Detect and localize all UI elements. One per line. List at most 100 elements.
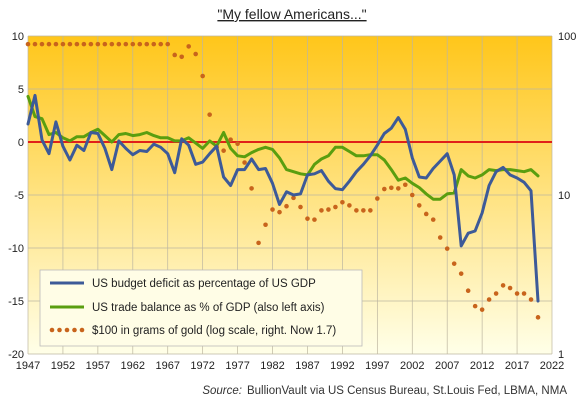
data-point-gold-grams [326,207,331,212]
x-tick-label: 1982 [260,360,284,372]
data-point-gold-grams [67,41,73,47]
data-point-gold-grams [444,246,450,251]
data-point-gold-grams [277,209,282,215]
data-point-gold-grams [305,216,310,221]
data-point-gold-grams [172,52,178,58]
data-point-gold-grams [465,288,471,294]
data-point-gold-grams [88,41,94,47]
data-point-gold-grams [228,137,233,142]
y-left-tick-label: -10 [8,243,24,255]
x-tick-label: 2007 [435,360,459,372]
data-point-gold-grams [486,297,492,302]
data-point-gold-grams [109,41,115,47]
data-point-gold-grams [130,41,136,47]
data-point-gold-grams [333,204,338,210]
data-point-gold-grams [102,41,108,47]
data-point-gold-grams [46,41,52,47]
series-layer [25,41,541,320]
x-tick-label: 1952 [51,360,75,372]
data-point-gold-grams [430,217,436,222]
legend-label-budget-deficit: US budget deficit as percentage of US GD… [92,278,316,290]
legend-dot [49,327,55,333]
data-point-gold-grams [354,208,359,213]
data-point-gold-grams [361,208,366,213]
legend-dot [64,327,70,333]
source-text: BullionVault via US Census Bureau, St.Lo… [247,385,567,397]
data-point-gold-grams [298,204,303,210]
data-point-gold-grams [53,41,59,47]
data-point-gold-grams [507,285,513,291]
x-tick-label: 2002 [400,360,424,372]
data-point-gold-grams [39,41,45,47]
y-axis-right: 100 10 1 [558,31,576,361]
y-left-tick-label: -5 [14,190,24,202]
data-point-gold-grams [312,217,317,222]
y-left-tick-label: 0 [18,137,24,149]
x-axis: 1947 1952 1957 1962 1967 1972 1977 1982 1987 1992… [16,360,564,372]
y-left-tick-label: -15 [8,296,24,308]
y-right-tick-label: 1 [558,349,564,361]
data-point-gold-grams [319,208,324,213]
data-point-gold-grams [81,41,87,47]
data-point-gold-grams [347,203,352,208]
data-point-gold-grams [514,291,520,296]
data-point-gold-grams [395,186,401,191]
data-point-gold-grams [200,73,205,79]
data-point-gold-grams [74,41,80,47]
y-left-tick-label: 10 [12,31,24,43]
x-tick-label: 1962 [121,360,145,372]
data-point-gold-grams [423,211,429,217]
data-point-gold-grams [535,315,541,320]
data-point-gold-grams [409,192,415,198]
series-budget-deficit [26,93,540,303]
legend-box [39,269,363,347]
data-point-gold-grams [528,297,534,302]
y-left-tick-label: -20 [8,349,24,361]
data-point-gold-grams [207,112,212,117]
legend-dot [57,327,62,333]
x-tick-label: 2017 [505,360,529,372]
data-point-gold-grams [291,195,296,201]
data-point-gold-grams [493,291,499,296]
data-point-gold-grams [165,41,171,47]
data-point-gold-grams [340,199,345,205]
data-point-gold-grams [256,240,261,246]
series-line-budget-deficit [26,93,540,303]
data-point-gold-grams [186,44,191,49]
data-point-gold-grams [193,51,198,57]
data-point-gold-grams [402,182,408,188]
x-tick-label: 2022 [540,360,564,372]
data-point-gold-grams [270,207,275,212]
series-gold-grams [25,41,541,320]
data-point-gold-grams [25,41,31,47]
legend-dot [79,327,85,333]
data-point-gold-grams [382,186,387,192]
x-tick-label: 1947 [16,360,40,372]
legend-label-gold: $100 in grams of gold (log scale, right.… [92,325,336,337]
legend-label-trade-balance: US trade balance as % of GDP (also left … [92,302,325,314]
chart-source: Source: BullionVault via US Census Bureau… [202,385,567,397]
y-left-tick-label: 5 [18,84,24,96]
y-right-tick-label: 100 [558,31,576,43]
x-tick-label: 1987 [295,360,319,372]
legend-dot [72,327,77,333]
legend: US budget deficit as percentage of US GD… [39,269,363,347]
data-point-gold-grams [235,141,240,147]
x-tick-label: 1977 [225,360,249,372]
data-point-gold-grams [389,185,394,191]
data-point-gold-grams [116,41,122,47]
x-tick-label: 1992 [330,360,354,372]
source-label: Source: [202,385,242,397]
data-point-gold-grams [451,261,457,266]
data-point-gold-grams [375,196,380,201]
data-point-gold-grams [284,203,289,209]
series-line-trade-balance [26,94,540,201]
data-point-gold-grams [221,148,226,153]
x-tick-label: 1967 [155,360,179,372]
y-axis-left: 10 5 0 -5 -10 -15 -20 [8,31,24,361]
data-point-gold-grams [458,271,464,276]
data-point-gold-grams [479,307,485,312]
data-point-gold-grams [242,160,247,165]
x-tick-label: 1972 [190,360,214,372]
data-point-gold-grams [179,54,185,60]
